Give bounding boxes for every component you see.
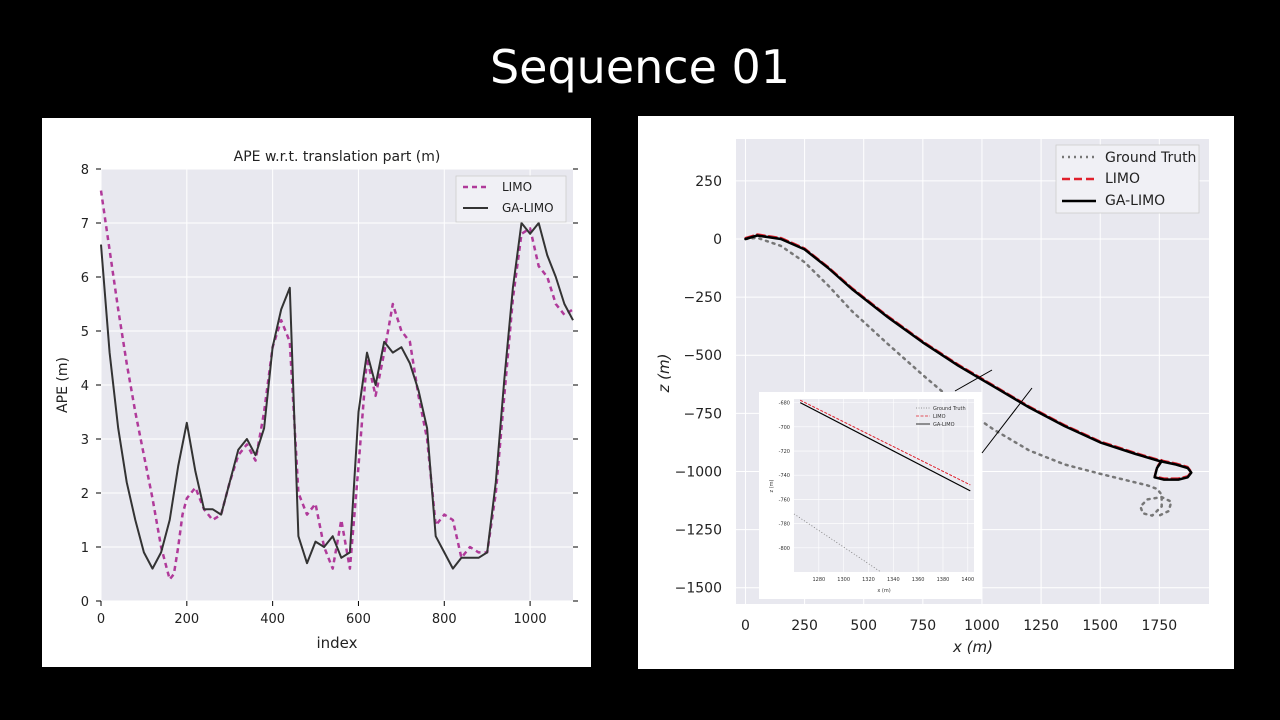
trajectory-x-tick-label: 250 bbox=[791, 618, 818, 634]
ape-x-tick-label: 1000 bbox=[514, 612, 547, 627]
inset-y-axis-label: z (m) bbox=[769, 479, 775, 492]
inset-x-tick-label: 1280 bbox=[812, 577, 825, 583]
ape-y-tick-label: 6 bbox=[81, 271, 89, 286]
ape-y-tick-label: 0 bbox=[81, 595, 89, 610]
inset-y-tick-label: -760 bbox=[779, 497, 790, 503]
trajectory-y-tick-label: −500 bbox=[684, 348, 722, 364]
legend-limo-label: LIMO bbox=[502, 180, 532, 194]
ape-y-tick-label: 5 bbox=[81, 325, 89, 340]
inset-y-tick-label: -680 bbox=[779, 401, 790, 407]
ape-ga-limo-line bbox=[100, 222, 574, 570]
ape-chart: 0 200 400 600 800 1000 0 1 2 3 4 5 6 7 8 APE w.r.t. tr… bbox=[55, 149, 578, 652]
ape-y-tick-label: 2 bbox=[81, 487, 89, 502]
inset-ground-truth-line bbox=[793, 513, 882, 573]
trajectory-y-tick-label: −1500 bbox=[675, 581, 722, 597]
ape-y-tick-label: 4 bbox=[81, 379, 89, 394]
legend-ground-truth-label: Ground Truth bbox=[1105, 150, 1196, 166]
ape-y-tick-label: 3 bbox=[81, 433, 89, 448]
legend-ga-limo-label: GA-LIMO bbox=[502, 201, 554, 215]
trajectory-x-tick-label: 0 bbox=[741, 618, 750, 634]
ape-x-tick-label: 600 bbox=[346, 612, 371, 627]
trajectory-ga-limo-line bbox=[744, 234, 1193, 481]
inset-legend-ground-truth: Ground Truth bbox=[933, 406, 966, 412]
ape-chart-title: APE w.r.t. translation part (m) bbox=[234, 149, 441, 165]
trajectory-x-tick-label: 500 bbox=[850, 618, 877, 634]
inset-limo-line bbox=[799, 399, 971, 486]
ape-x-tick-label: 0 bbox=[97, 612, 105, 627]
slide-title: Sequence 01 bbox=[489, 40, 791, 94]
trajectory-y-tick-label: 0 bbox=[713, 232, 722, 248]
ape-y-tick-label: 1 bbox=[81, 541, 89, 556]
inset-x-axis-label: x (m) bbox=[877, 588, 890, 594]
inset-x-tick-label: 1320 bbox=[862, 577, 875, 583]
ape-x-tick-label: 800 bbox=[432, 612, 457, 627]
inset-x-tick-label: 1380 bbox=[937, 577, 950, 583]
ape-limo-line bbox=[99, 190, 574, 581]
trajectory-y-tick-label: −250 bbox=[684, 290, 722, 306]
inset-y-tick-label: -800 bbox=[779, 546, 790, 552]
ape-y-tick-label: 7 bbox=[81, 217, 89, 232]
inset-y-tick-label: -720 bbox=[779, 449, 790, 455]
ape-y-axis-label: APE (m) bbox=[55, 357, 71, 413]
inset-plot-area bbox=[794, 399, 974, 572]
trajectory-x-axis-label: x (m) bbox=[952, 638, 993, 656]
zoom-connector-top bbox=[954, 369, 993, 392]
inset-y-tick-label: -700 bbox=[779, 425, 790, 431]
inset-legend-ga-limo: GA-LIMO bbox=[933, 422, 955, 428]
ape-legend: LIMO GA-LIMO bbox=[455, 175, 567, 223]
legend-ga-limo-label: GA-LIMO bbox=[1105, 193, 1165, 209]
inset-y-tick-label: -780 bbox=[779, 522, 790, 528]
trajectory-y-tick-label: −1250 bbox=[675, 523, 722, 539]
trajectory-x-tick-label: 1000 bbox=[964, 618, 1000, 634]
ape-x-axis-label: index bbox=[316, 634, 357, 652]
inset-x-tick-label: 1400 bbox=[961, 577, 974, 583]
inset-x-tick-label: 1300 bbox=[837, 577, 850, 583]
trajectory-x-tick-label: 1750 bbox=[1142, 618, 1178, 634]
trajectory-x-tick-label: 1250 bbox=[1023, 618, 1059, 634]
inset-x-tick-label: 1360 bbox=[912, 577, 925, 583]
legend-limo-label: LIMO bbox=[1105, 171, 1140, 187]
inset-legend: Ground Truth LIMO GA-LIMO bbox=[916, 406, 966, 428]
ape-y-tick-label: 8 bbox=[81, 163, 89, 178]
trajectory-legend: Ground Truth LIMO GA-LIMO bbox=[1055, 144, 1200, 214]
trajectory-ground-truth-line bbox=[744, 236, 1173, 517]
ape-chart-panel: 0 200 400 600 800 1000 0 1 2 3 4 5 6 7 8 APE w.r.t. tr… bbox=[42, 118, 591, 667]
ape-x-tick-label: 200 bbox=[174, 612, 199, 627]
ape-x-tick-label: 400 bbox=[260, 612, 285, 627]
trajectory-x-tick-label: 750 bbox=[909, 618, 936, 634]
inset-ga-limo-line bbox=[799, 402, 971, 492]
zoom-inset: 1280 1300 1320 1340 1360 1380 1400 -680 -700 -720… bbox=[759, 392, 982, 599]
zoom-connector-bottom bbox=[981, 387, 1033, 454]
inset-legend-limo: LIMO bbox=[933, 414, 946, 420]
trajectory-chart-panel: 0 250 500 750 1000 1250 1500 1750 250 0 −250 −500 −7… bbox=[638, 116, 1234, 669]
inset-x-tick-label: 1340 bbox=[887, 577, 900, 583]
trajectory-chart: 0 250 500 750 1000 1250 1500 1750 250 0 −250 −500 −7… bbox=[655, 139, 1209, 656]
trajectory-y-tick-label: 250 bbox=[695, 174, 722, 190]
trajectory-y-tick-label: −750 bbox=[684, 406, 722, 422]
trajectory-y-tick-label: −1000 bbox=[675, 464, 722, 480]
trajectory-y-axis-label: z (m) bbox=[655, 354, 673, 394]
inset-y-tick-label: -740 bbox=[779, 473, 790, 479]
trajectory-x-tick-label: 1500 bbox=[1082, 618, 1118, 634]
